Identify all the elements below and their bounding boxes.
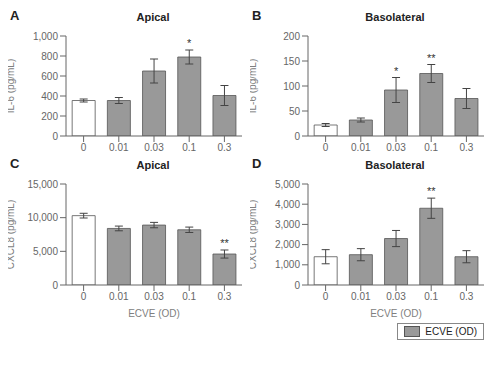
svg-text:**: **: [427, 185, 436, 197]
svg-text:200: 200: [41, 111, 58, 122]
svg-text:0.3: 0.3: [459, 291, 473, 302]
svg-text:*: *: [187, 37, 192, 49]
svg-text:0: 0: [323, 291, 329, 302]
html-text:D: D: [252, 156, 262, 171]
svg-text:IL-6 (pg/mL): IL-6 (pg/mL): [8, 59, 16, 113]
svg-text:0: 0: [81, 291, 87, 302]
svg-text:0.01: 0.01: [109, 291, 129, 302]
svg-text:2,000: 2,000: [275, 239, 300, 250]
svg-text:0: 0: [323, 142, 329, 153]
html-text:ECVE (OD): ECVE (OD): [425, 326, 477, 337]
svg-text:150: 150: [283, 56, 300, 67]
svg-text:0.3: 0.3: [217, 291, 231, 302]
svg-text:1,000: 1,000: [33, 31, 58, 42]
svg-text:ECVE (OD): ECVE (OD): [128, 308, 180, 319]
html-text:A: A: [10, 8, 20, 23]
svg-text:400: 400: [41, 91, 58, 102]
html-text:Apical: Apical: [136, 159, 170, 171]
svg-text:100: 100: [283, 81, 300, 92]
svg-text:0.01: 0.01: [351, 291, 371, 302]
svg-text:0: 0: [294, 131, 300, 142]
svg-text:CXCL8 (pg/mL): CXCL8 (pg/mL): [8, 200, 16, 269]
svg-text:**: **: [427, 52, 436, 64]
svg-text:**: **: [220, 237, 229, 249]
svg-text:0: 0: [81, 142, 87, 153]
svg-text:0.3: 0.3: [459, 142, 473, 153]
svg-text:0.03: 0.03: [144, 142, 164, 153]
html-text:Apical: Apical: [136, 11, 170, 23]
svg-text:0.1: 0.1: [182, 142, 196, 153]
svg-text:50: 50: [289, 106, 301, 117]
svg-text:0.1: 0.1: [424, 291, 438, 302]
svg-text:0.03: 0.03: [144, 291, 164, 302]
svg-text:600: 600: [41, 71, 58, 82]
svg-text:4,000: 4,000: [275, 199, 300, 210]
svg-text:0.3: 0.3: [217, 142, 231, 153]
svg-text:5,000: 5,000: [275, 179, 300, 190]
svg-text:0.01: 0.01: [351, 142, 371, 153]
svg-text:0.03: 0.03: [386, 291, 406, 302]
svg-text:0: 0: [52, 280, 58, 291]
html-text:Basolateral: Basolateral: [365, 159, 425, 171]
svg-text:0.01: 0.01: [109, 142, 129, 153]
html-text:C: C: [10, 156, 20, 171]
html-text:Basolateral: Basolateral: [365, 11, 425, 23]
svg-text:IL-6 (pg/mL): IL-6 (pg/mL): [250, 59, 258, 113]
svg-text:0: 0: [294, 280, 300, 291]
svg-text:*: *: [394, 65, 399, 77]
svg-text:5,000: 5,000: [33, 246, 58, 257]
svg-text:0.1: 0.1: [182, 291, 196, 302]
svg-text:ECVE (OD): ECVE (OD): [370, 308, 422, 319]
svg-text:CXCL8 (pg/mL): CXCL8 (pg/mL): [250, 200, 258, 269]
svg-text:800: 800: [41, 51, 58, 62]
svg-text:0.03: 0.03: [386, 142, 406, 153]
svg-text:1,000: 1,000: [275, 259, 300, 270]
svg-text:0.1: 0.1: [424, 142, 438, 153]
svg-text:200: 200: [283, 31, 300, 42]
svg-text:0: 0: [52, 131, 58, 142]
svg-text:10,000: 10,000: [27, 212, 58, 223]
svg-text:3,000: 3,000: [275, 219, 300, 230]
svg-text:15,000: 15,000: [27, 179, 58, 190]
html-text:B: B: [252, 8, 262, 23]
